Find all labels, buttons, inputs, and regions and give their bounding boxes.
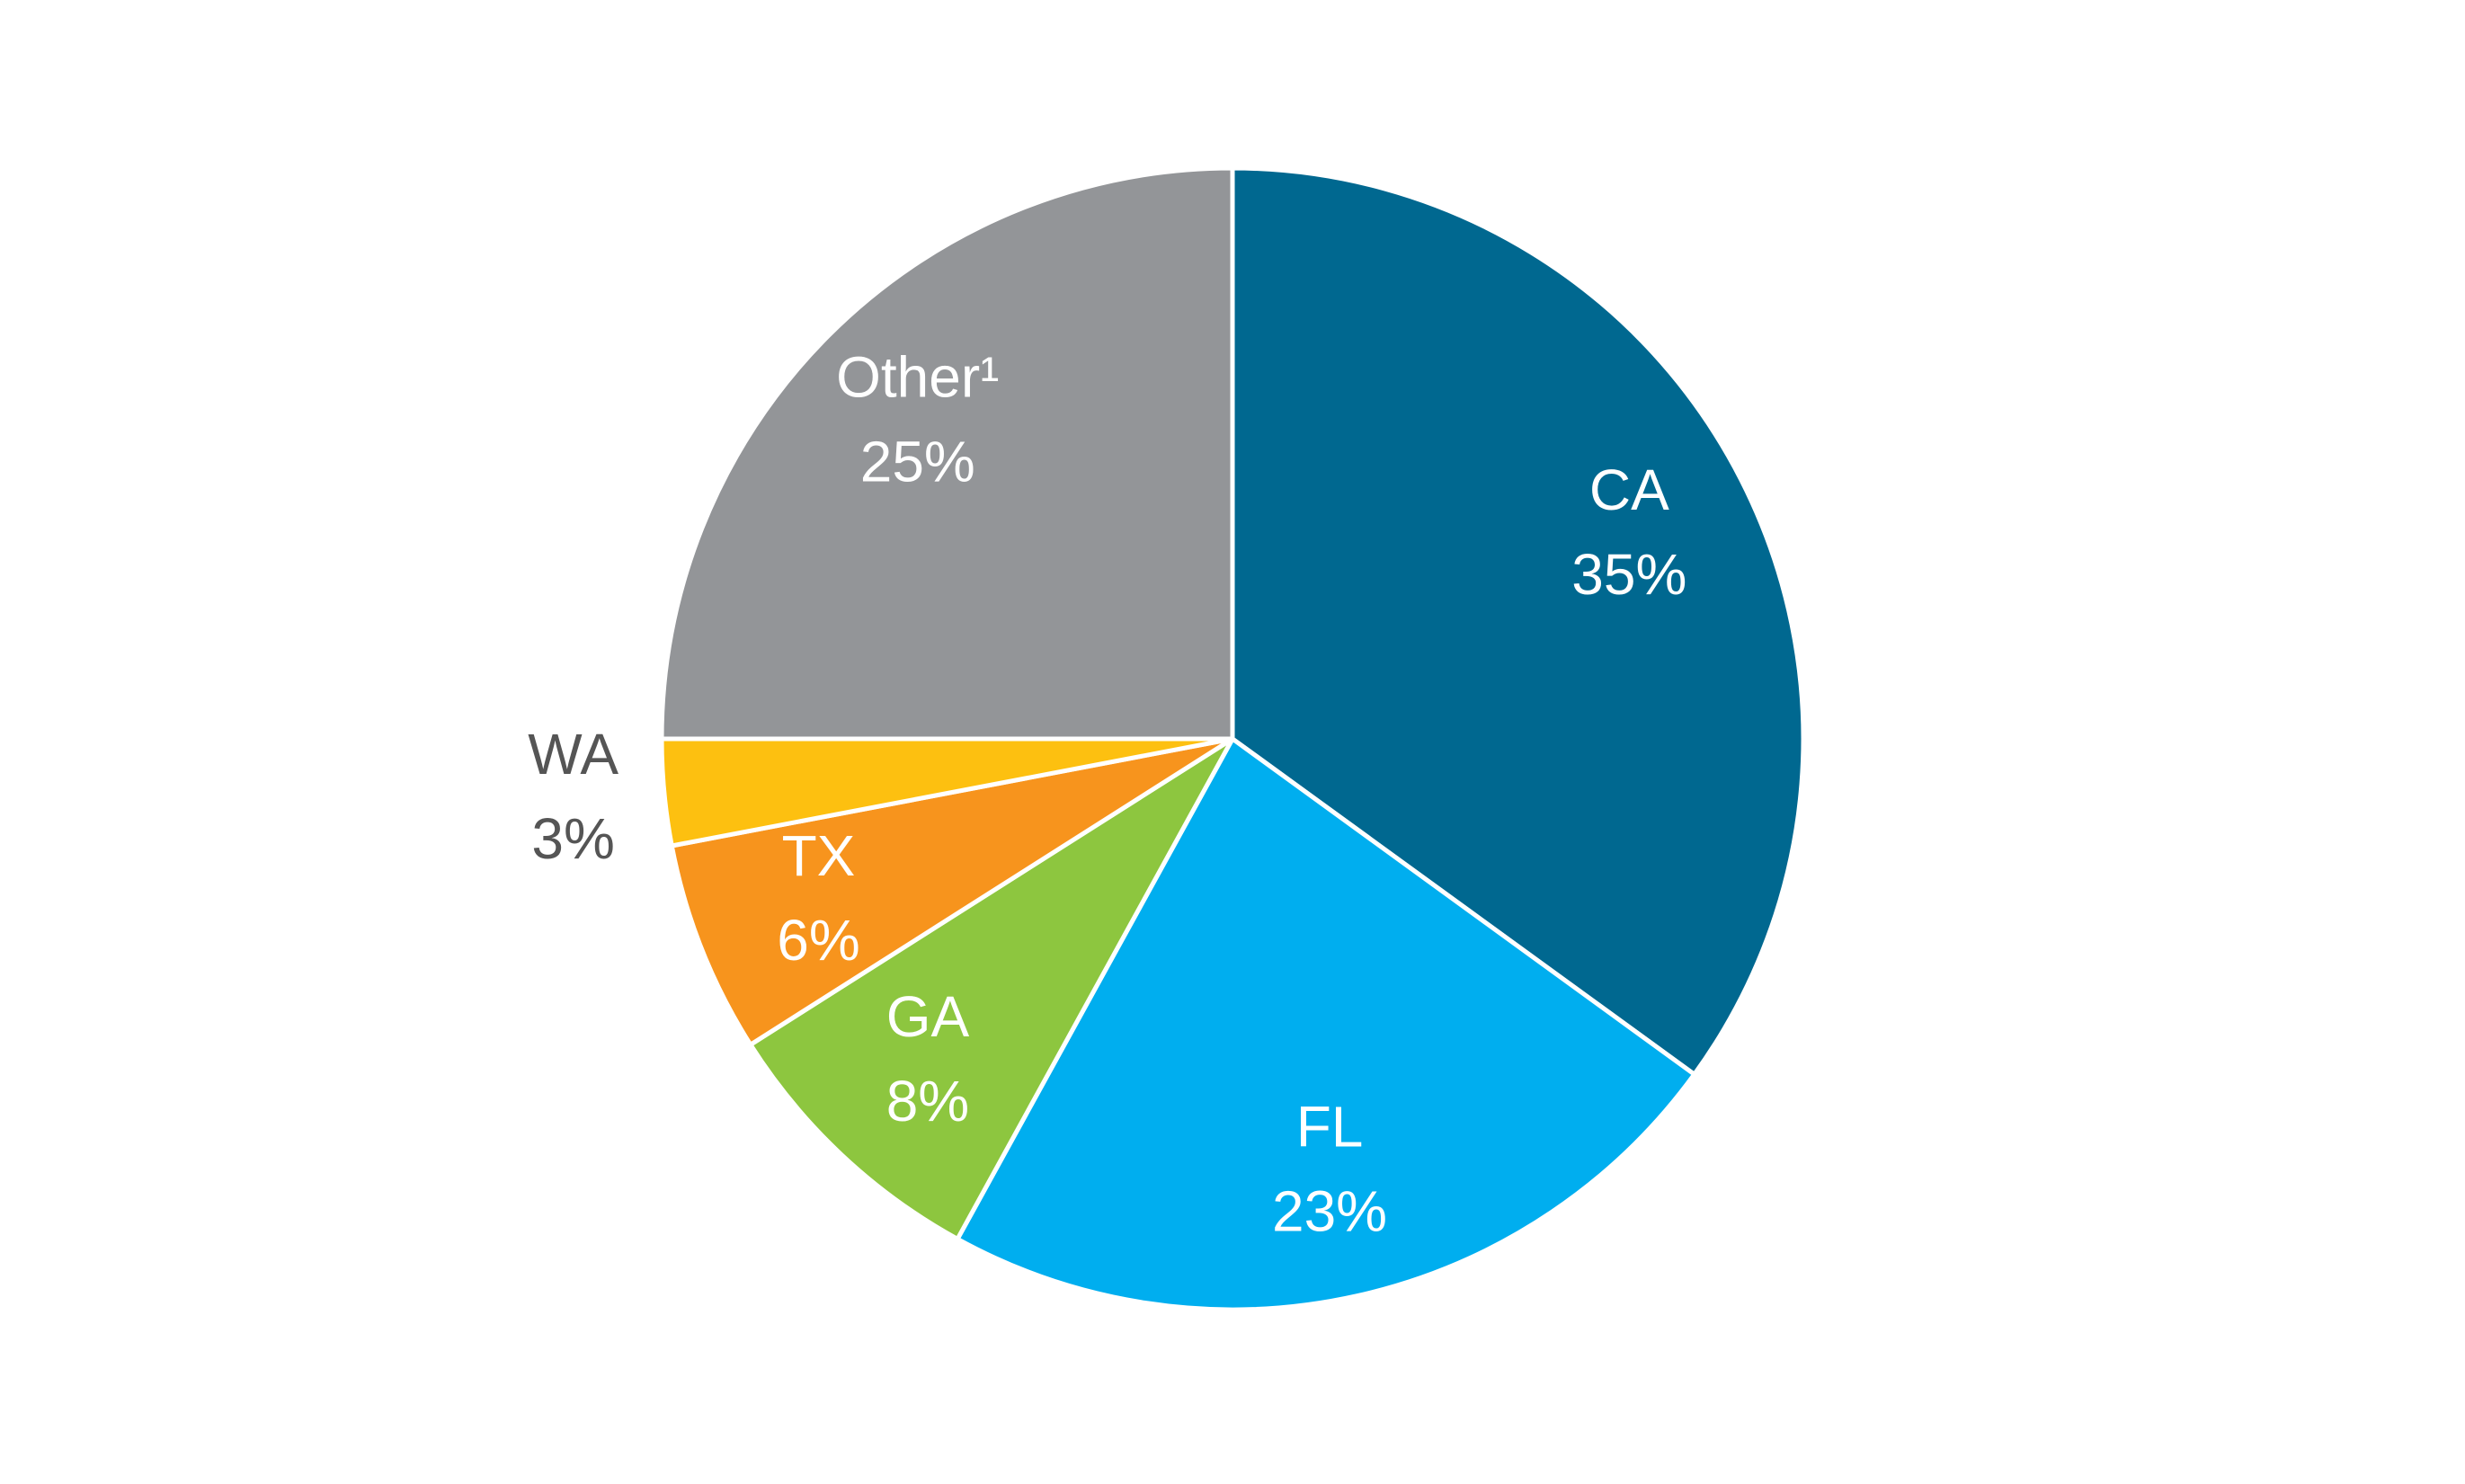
slice-value: 25% [860, 430, 975, 494]
slice-value: 35% [1571, 542, 1686, 607]
slice-value: 3% [531, 806, 615, 871]
slice-value: 8% [886, 1069, 970, 1133]
pie-slice [1230, 165, 1806, 1077]
pie-slice [659, 165, 1235, 742]
slice-value: 23% [1272, 1178, 1387, 1243]
pie-slice [955, 736, 1697, 1312]
slice-label: WA [528, 722, 618, 786]
slice-value: 6% [777, 908, 860, 973]
slice-label: CA [1589, 458, 1669, 522]
pie-slice [748, 736, 1235, 1241]
slice-label: Other¹ [836, 345, 999, 410]
slice-label: GA [886, 984, 970, 1049]
slice-label: FL [1296, 1094, 1364, 1159]
slice-label: TX [782, 823, 856, 888]
pie-slice [669, 736, 1235, 1047]
